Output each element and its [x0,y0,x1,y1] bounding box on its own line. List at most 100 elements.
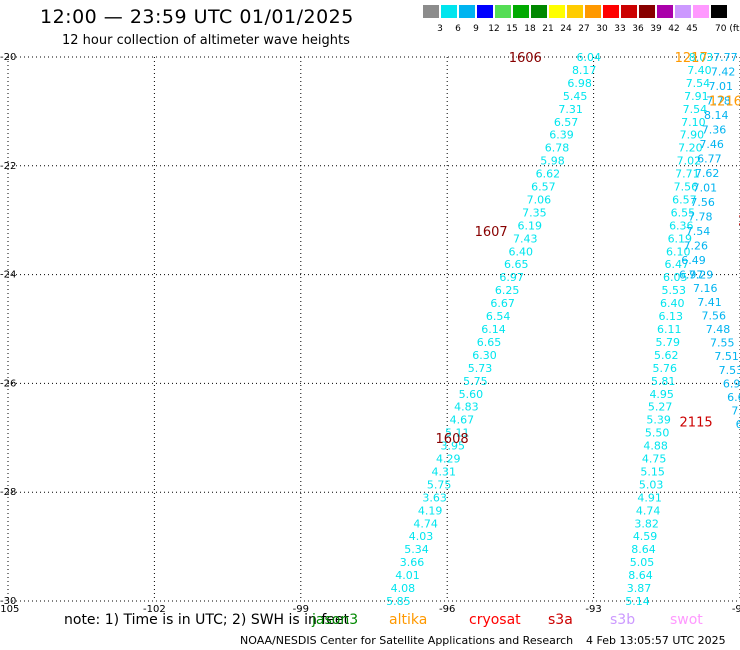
pass-time-label: 2115 [680,415,713,430]
legend-unit: 70 (ft) [715,24,740,34]
wave-height-value: 7.29 [689,269,714,282]
wave-height-value: 6.77 [697,153,722,166]
wave-height-value: 6.67 [727,391,740,404]
satellite-altika: altika [389,612,428,628]
legend-swatch [711,5,727,18]
wave-height-value: 3.63 [422,491,447,504]
wave-height-value: 5.45 [563,90,588,103]
wave-height-value: 8.17 [572,64,597,77]
pass-time-label: 1607 [475,225,508,240]
satellite-cryosat: cryosat [469,612,521,628]
pass-time-label: 1216 [709,95,740,110]
wave-height-value: 7.01 [693,182,718,195]
wave-height-value: 3.66 [400,556,425,569]
wave-height-value: 6.65 [504,258,529,271]
wave-height-value: 6.97 [679,269,704,282]
wave-height-value: 7.29 [731,405,740,418]
wave-height-value: 7.36 [702,124,727,137]
legend-swatch [513,5,529,18]
page-title: 12:00 — 23:59 UTC 01/01/2025 [40,6,354,28]
wave-height-value: 6.72 [736,418,740,431]
wave-height-value: 4.08 [391,582,416,595]
wave-height-value: 3.87 [627,582,652,595]
wave-height-value: 4.67 [450,414,475,427]
wave-height-value: 7.54 [683,103,708,116]
legend-label: 42 [668,24,680,34]
wave-height-value: 8.03 [689,51,714,64]
wave-height-value: 3.95 [441,440,466,453]
wave-height-value: 6.30 [472,349,497,362]
wave-height-value: 4.75 [642,453,667,466]
legend-swatch [549,5,565,18]
wave-height-value: 6.10 [666,245,691,258]
wave-height-value: 6.40 [508,245,533,258]
legend-label: 15 [506,24,518,34]
lon-tick-label: -90 [732,604,740,615]
satellite-jason3: jason3 [312,612,359,628]
legend-label: 6 [455,24,461,34]
wave-height-value: 4.91 [637,491,662,504]
wave-height-value: 6.39 [549,129,574,142]
wave-height-value: 6.98 [567,77,592,90]
wave-height-value: 7.91 [684,90,709,103]
wave-height-value: 6.90 [723,377,740,390]
wave-height-value: 7.90 [680,129,705,142]
wave-height-value: 6.62 [536,168,561,181]
legend-swatch [603,5,619,18]
legend-label: 3 [437,24,443,34]
wave-height-value: 5.98 [540,155,565,168]
wave-height-value: 6.40 [660,297,685,310]
wave-height-value: 5.73 [468,362,493,375]
wave-height-value: 7.10 [681,116,706,129]
wave-height-value: 7.55 [710,337,735,350]
wave-height-value: 6.57 [554,116,579,129]
wave-height-value: 7.31 [558,103,583,116]
legend-swatch [675,5,691,18]
lon-tick-label: -105 [0,604,19,615]
wave-height-value: 5.27 [648,401,673,414]
wave-height-value: 7.48 [706,323,731,336]
legend-label: 39 [650,24,662,34]
wave-height-value: 7.26 [684,240,709,253]
wave-height-value: 7.78 [688,211,713,224]
wave-height-value: 7.42 [711,66,736,79]
wave-height-value: 5.53 [662,284,687,297]
wave-height-value: 7.78 [706,95,731,108]
lat-tick-label: -24 [0,270,16,281]
wave-height-value: 7.01 [709,80,734,93]
legend-label: 45 [686,24,698,34]
wave-height-value: 4.74 [636,504,661,517]
wave-height-value: 7.53 [719,364,740,377]
credit-text: NOAA/NESDIS Center for Satellite Applica… [240,634,574,647]
wave-height-value: 6.14 [481,323,506,336]
wave-height-value: 5.79 [655,336,680,349]
legend-swatch [531,5,547,18]
legend-label: 36 [632,24,644,34]
legend-swatch [441,5,457,18]
wave-height-value: 8.14 [704,109,729,122]
legend-label: 21 [542,24,554,34]
note-row: note: 1) Time is in UTC; 2) SWH is in fe… [0,612,740,632]
wave-height-value: 6.25 [495,284,520,297]
legend-label: 33 [614,24,626,34]
wave-height-value: 6.97 [499,271,524,284]
wave-height-value: 7.40 [687,64,712,77]
pass-time-label: 2114 [738,214,740,229]
wave-height-value: 7.56 [690,196,715,209]
wave-height-value: 6.55 [671,206,696,219]
legend-swatch [459,5,475,18]
wave-height-value: 6.19 [518,219,543,232]
lat-tick-label: -22 [0,161,16,172]
wave-height-value: 7.51 [714,350,739,363]
wave-height-value: 5.60 [459,388,484,401]
wave-height-value: 7.41 [697,296,722,309]
wave-height-value: 6.78 [545,142,570,155]
wave-height-value: 6.54 [486,310,511,323]
wave-height-value: 7.54 [686,225,711,238]
wave-height-value: 5.50 [645,427,670,440]
wave-height-value: 4.83 [454,401,479,414]
wave-height-value: 6.49 [681,254,706,267]
legend-label: 24 [560,24,572,34]
legend-label: 9 [473,24,479,34]
page-subtitle: 12 hour collection of altimeter wave hei… [62,33,350,48]
